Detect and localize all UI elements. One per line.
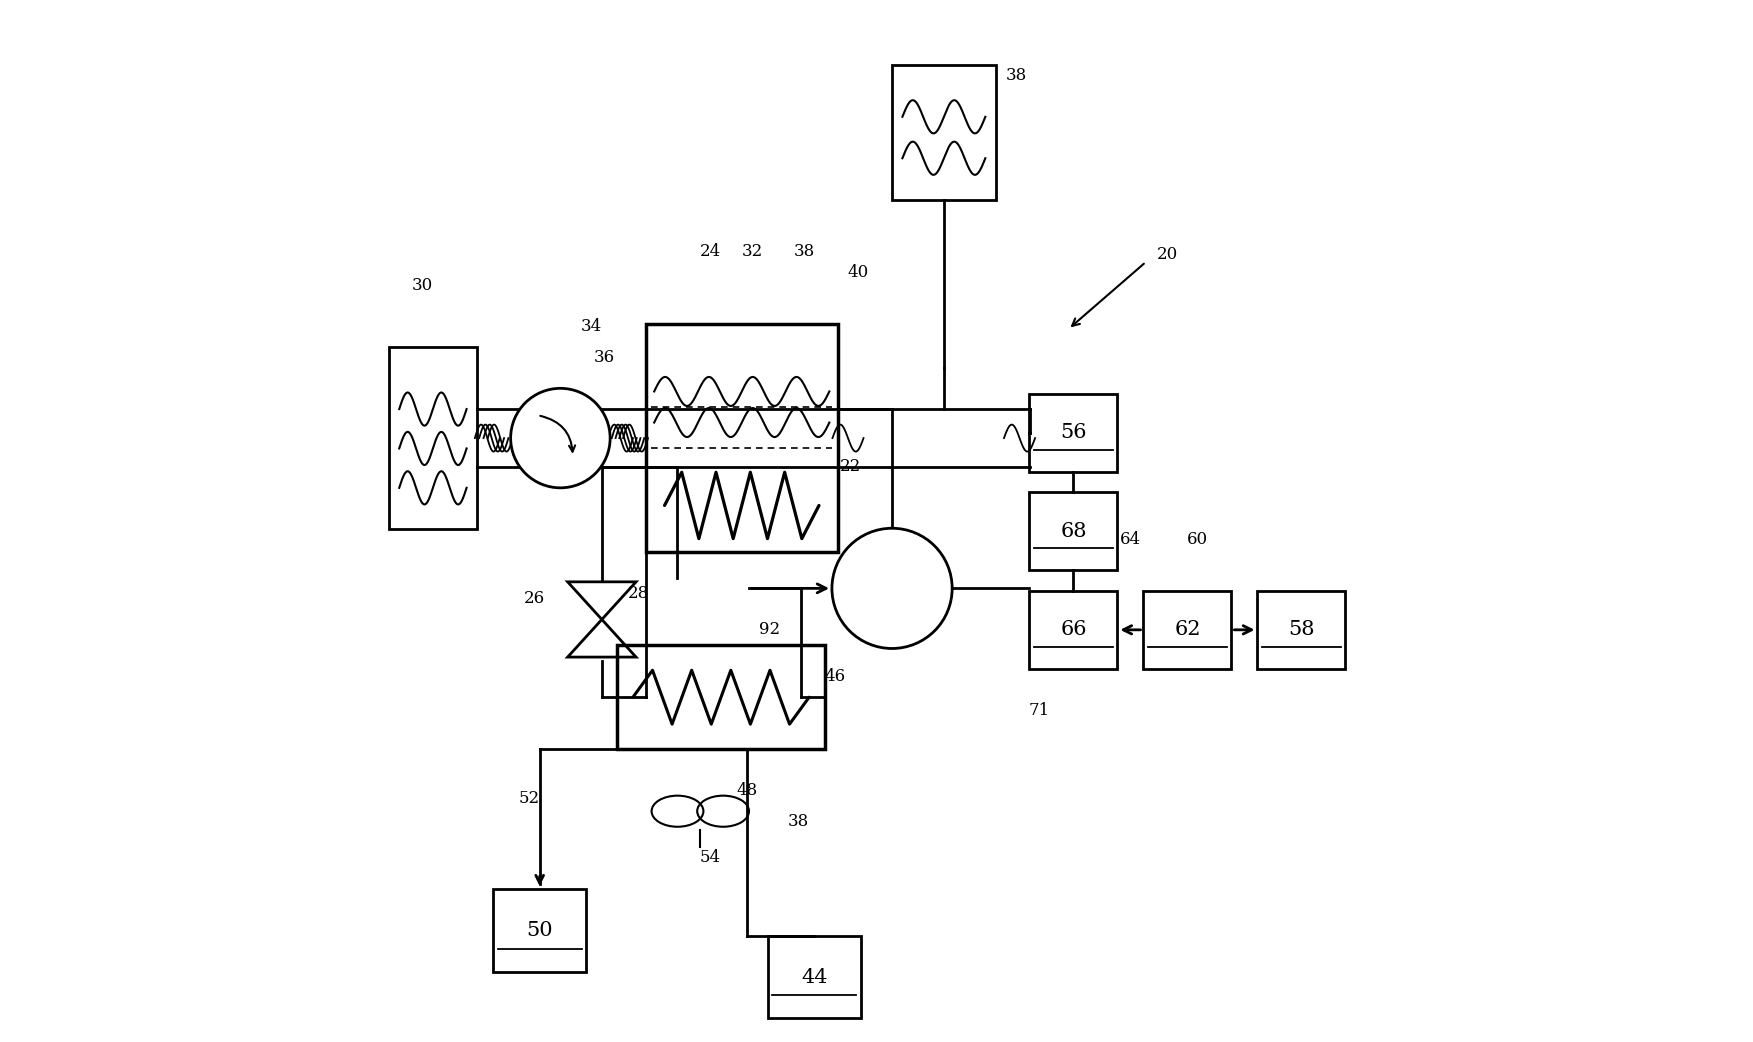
Bar [892,65,996,200]
Text: 58: 58 [1288,620,1315,640]
Bar [1257,591,1346,669]
Text: 24: 24 [699,243,720,260]
Text: 38: 38 [1006,67,1027,83]
Bar [617,645,824,749]
Text: 28: 28 [628,585,649,602]
Text: 92: 92 [759,621,780,639]
Bar [645,324,838,552]
Text: 64: 64 [1120,530,1141,548]
Text: 62: 62 [1175,620,1201,640]
Bar [1029,591,1117,669]
Text: 22: 22 [840,457,861,474]
Text: 30: 30 [412,277,433,294]
Text: 38: 38 [794,243,815,260]
Text: 50: 50 [526,921,552,940]
Circle shape [510,389,610,488]
Text: 60: 60 [1187,530,1208,548]
Text: 44: 44 [801,968,827,987]
Text: 32: 32 [742,243,763,260]
Text: 20: 20 [1157,246,1178,264]
Text: 26: 26 [524,590,545,607]
Text: 40: 40 [848,264,869,280]
Text: 48: 48 [736,782,757,799]
Bar [1143,591,1231,669]
Circle shape [833,528,952,648]
Bar [389,347,477,528]
Text: 56: 56 [1061,423,1087,443]
Text: 71: 71 [1029,701,1050,719]
Text: 36: 36 [594,349,615,366]
Text: 52: 52 [519,790,540,807]
Text: 34: 34 [580,318,601,334]
Bar [768,936,861,1018]
Text: 66: 66 [1061,620,1087,640]
Text: 54: 54 [699,849,720,866]
Bar [493,889,586,972]
Bar [1029,493,1117,570]
Text: 46: 46 [824,668,845,685]
Bar [1029,394,1117,472]
Text: 38: 38 [789,813,810,830]
Text: 68: 68 [1061,522,1087,541]
